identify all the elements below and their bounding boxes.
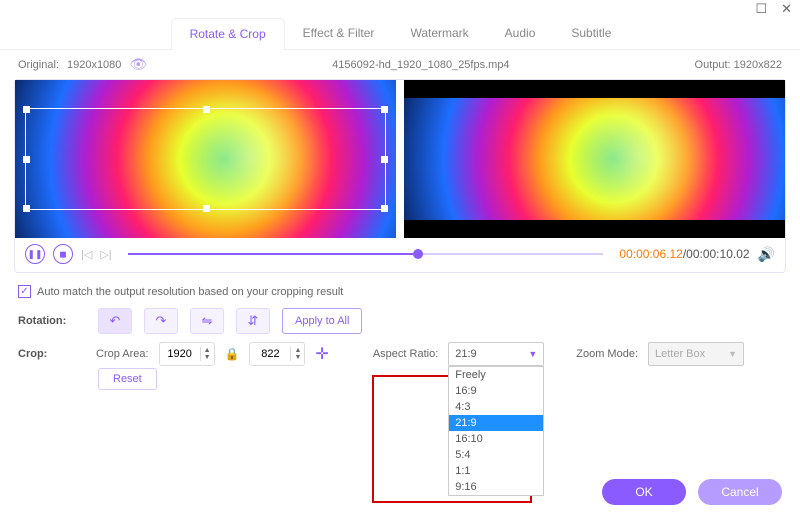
apply-to-all-button[interactable]: Apply to All (282, 308, 362, 334)
aspect-option[interactable]: Freely (449, 367, 543, 383)
tab-rotate-crop[interactable]: Rotate & Crop (171, 18, 285, 50)
original-label: Original: (18, 59, 59, 71)
output-label: Output: (695, 59, 731, 71)
stop-button[interactable]: ◼ (53, 244, 73, 264)
automatch-checkbox[interactable]: ✓ (18, 285, 31, 298)
center-crop-icon[interactable]: ✛ (315, 344, 328, 364)
zoom-mode-select[interactable]: Letter Box▼ (648, 342, 744, 366)
aspect-option[interactable]: 5:4 (449, 447, 543, 463)
aspect-ratio-select[interactable]: 21:9▼ (448, 342, 544, 366)
crop-area-label: Crop Area: (96, 348, 149, 360)
preview-eye-icon[interactable]: 👁 (129, 56, 147, 73)
flip-vertical-button[interactable]: ⇵ (236, 308, 270, 334)
tab-watermark[interactable]: Watermark (392, 18, 486, 49)
filename-label: 4156092-hd_1920_1080_25fps.mp4 (147, 59, 694, 71)
tab-audio[interactable]: Audio (487, 18, 554, 49)
crop-height-input[interactable]: ▲▼ (249, 342, 305, 366)
crop-rectangle[interactable] (25, 108, 386, 210)
crop-label: Crop: (18, 348, 86, 360)
tab-effect-filter[interactable]: Effect & Filter (285, 18, 393, 49)
aspect-ratio-dropdown[interactable]: Freely16:94:321:916:105:41:19:16 (448, 366, 544, 496)
tab-bar: Rotate & CropEffect & FilterWatermarkAud… (0, 18, 800, 50)
time-display: 00:00:06.12/00:00:10.02 (619, 247, 749, 261)
cancel-button[interactable]: Cancel (698, 479, 782, 505)
zoom-mode-label: Zoom Mode: (576, 348, 638, 360)
lock-aspect-icon[interactable]: 🔒 (225, 347, 240, 361)
aspect-option[interactable]: 16:9 (449, 383, 543, 399)
aspect-option[interactable]: 1:1 (449, 463, 543, 479)
crop-width-input[interactable]: ▲▼ (159, 342, 215, 366)
flip-horizontal-button[interactable]: ⇋ (190, 308, 224, 334)
aspect-option[interactable]: 21:9 (449, 415, 543, 431)
prev-frame-button[interactable]: |◁ (81, 248, 92, 261)
next-frame-button[interactable]: ▷| (100, 248, 111, 261)
aspect-ratio-label: Aspect Ratio: (373, 348, 438, 360)
pause-button[interactable]: ❚❚ (25, 244, 45, 264)
timeline-slider[interactable] (128, 253, 604, 255)
ok-button[interactable]: OK (602, 479, 686, 505)
rotation-label: Rotation: (18, 315, 86, 327)
automatch-label: Auto match the output resolution based o… (37, 286, 343, 298)
rotate-right-button[interactable]: ↷ (144, 308, 178, 334)
reset-button[interactable]: Reset (98, 368, 157, 390)
aspect-option[interactable]: 9:16 (449, 479, 543, 495)
rotate-left-button[interactable]: ↶ (98, 308, 132, 334)
close-icon[interactable]: ✕ (781, 1, 792, 17)
crop-width-field[interactable] (160, 348, 200, 360)
original-resolution: 1920x1080 (67, 59, 121, 71)
aspect-option[interactable]: 4:3 (449, 399, 543, 415)
preview-original[interactable] (15, 80, 396, 238)
tab-subtitle[interactable]: Subtitle (553, 18, 629, 49)
maximize-icon[interactable]: ☐ (755, 1, 767, 17)
output-resolution: 1920x822 (734, 59, 782, 71)
crop-height-field[interactable] (250, 348, 290, 360)
aspect-option[interactable]: 16:10 (449, 431, 543, 447)
volume-icon[interactable]: 🔊 (758, 246, 775, 263)
preview-output (404, 80, 785, 238)
